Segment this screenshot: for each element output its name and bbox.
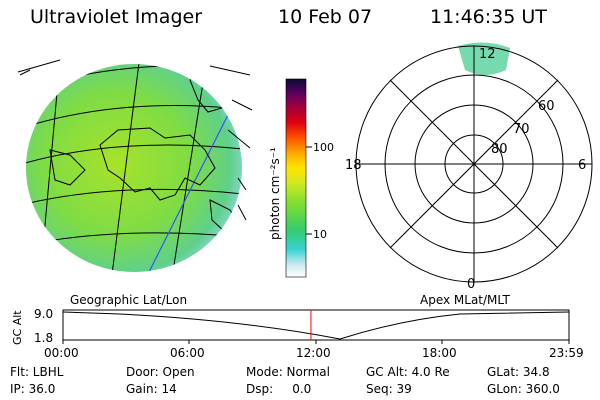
time-tick-1200: 12:00 bbox=[296, 346, 331, 360]
mlt-label-6: 6 bbox=[578, 158, 586, 173]
alt-min-label: 1.8 bbox=[34, 331, 53, 345]
color-bar: 100 10 photon cm⁻²s⁻¹ bbox=[268, 78, 334, 278]
lat-line bbox=[26, 105, 242, 131]
color-bar-tick-100: 100 bbox=[313, 141, 334, 154]
info-door: Door: Open bbox=[126, 365, 195, 379]
date-label: 10 Feb 07 bbox=[278, 6, 373, 28]
info-seq: Seq: 39 bbox=[366, 382, 412, 396]
color-bar-unit: photon cm⁻²s⁻¹ bbox=[268, 147, 282, 240]
info-dsp: Dsp: 0.0 bbox=[246, 382, 312, 396]
info-mode: Mode: Normal bbox=[246, 365, 330, 379]
mlt-label-12: 12 bbox=[479, 47, 496, 62]
polar-diagonal bbox=[389, 79, 559, 249]
altitude-curve bbox=[62, 311, 570, 340]
earth-disk-image bbox=[17, 59, 253, 272]
lat-line bbox=[26, 144, 242, 166]
info-glon: GLon: 360.0 bbox=[487, 382, 560, 396]
color-bar-gradient bbox=[285, 78, 307, 278]
altitude-timeline: Geographic Lat/Lon Apex MLat/MLT GC Alt … bbox=[11, 293, 570, 345]
time-tick-0000: 00:00 bbox=[44, 346, 79, 360]
mlt-label-0: 0 bbox=[467, 277, 475, 292]
info-gain: Gain: 14 bbox=[126, 382, 177, 396]
instrument-title: Ultraviolet Imager bbox=[30, 6, 203, 28]
info-ip: IP: 36.0 bbox=[10, 382, 56, 396]
time-label: 11:46:35 UT bbox=[430, 6, 547, 28]
coastline bbox=[49, 149, 86, 186]
geographic-label: Geographic Lat/Lon bbox=[70, 293, 187, 307]
info-glat: GLat: 34.8 bbox=[487, 365, 550, 379]
color-bar-tick-10: 10 bbox=[313, 228, 327, 241]
info-filter: Flt: LBHL bbox=[10, 365, 64, 379]
polar-plot: 12 18 6 0 60 70 80 bbox=[345, 42, 593, 292]
alt-max-label: 9.0 bbox=[34, 307, 53, 321]
lat-label-60: 60 bbox=[538, 99, 555, 114]
lat-label-70: 70 bbox=[513, 122, 530, 137]
time-tick-2359: 23:59 bbox=[549, 346, 584, 360]
time-tick-1800: 18:00 bbox=[422, 346, 457, 360]
time-tick-0600: 06:00 bbox=[170, 346, 205, 360]
polar-aurora-patch bbox=[458, 42, 510, 75]
lat-line bbox=[26, 188, 242, 206]
lat-label-80: 80 bbox=[491, 142, 508, 157]
gc-alt-axis-label: GC Alt bbox=[11, 310, 24, 345]
coastline bbox=[99, 127, 216, 201]
mlt-label-18: 18 bbox=[345, 158, 362, 173]
disk-emission bbox=[26, 64, 242, 272]
lon-line bbox=[169, 69, 206, 272]
apex-label: Apex MLat/MLT bbox=[420, 293, 510, 307]
timeline-frame bbox=[62, 309, 570, 341]
info-gc-alt: GC Alt: 4.0 Re bbox=[366, 365, 450, 379]
grid-extension bbox=[17, 59, 253, 221]
lon-line bbox=[109, 64, 141, 272]
